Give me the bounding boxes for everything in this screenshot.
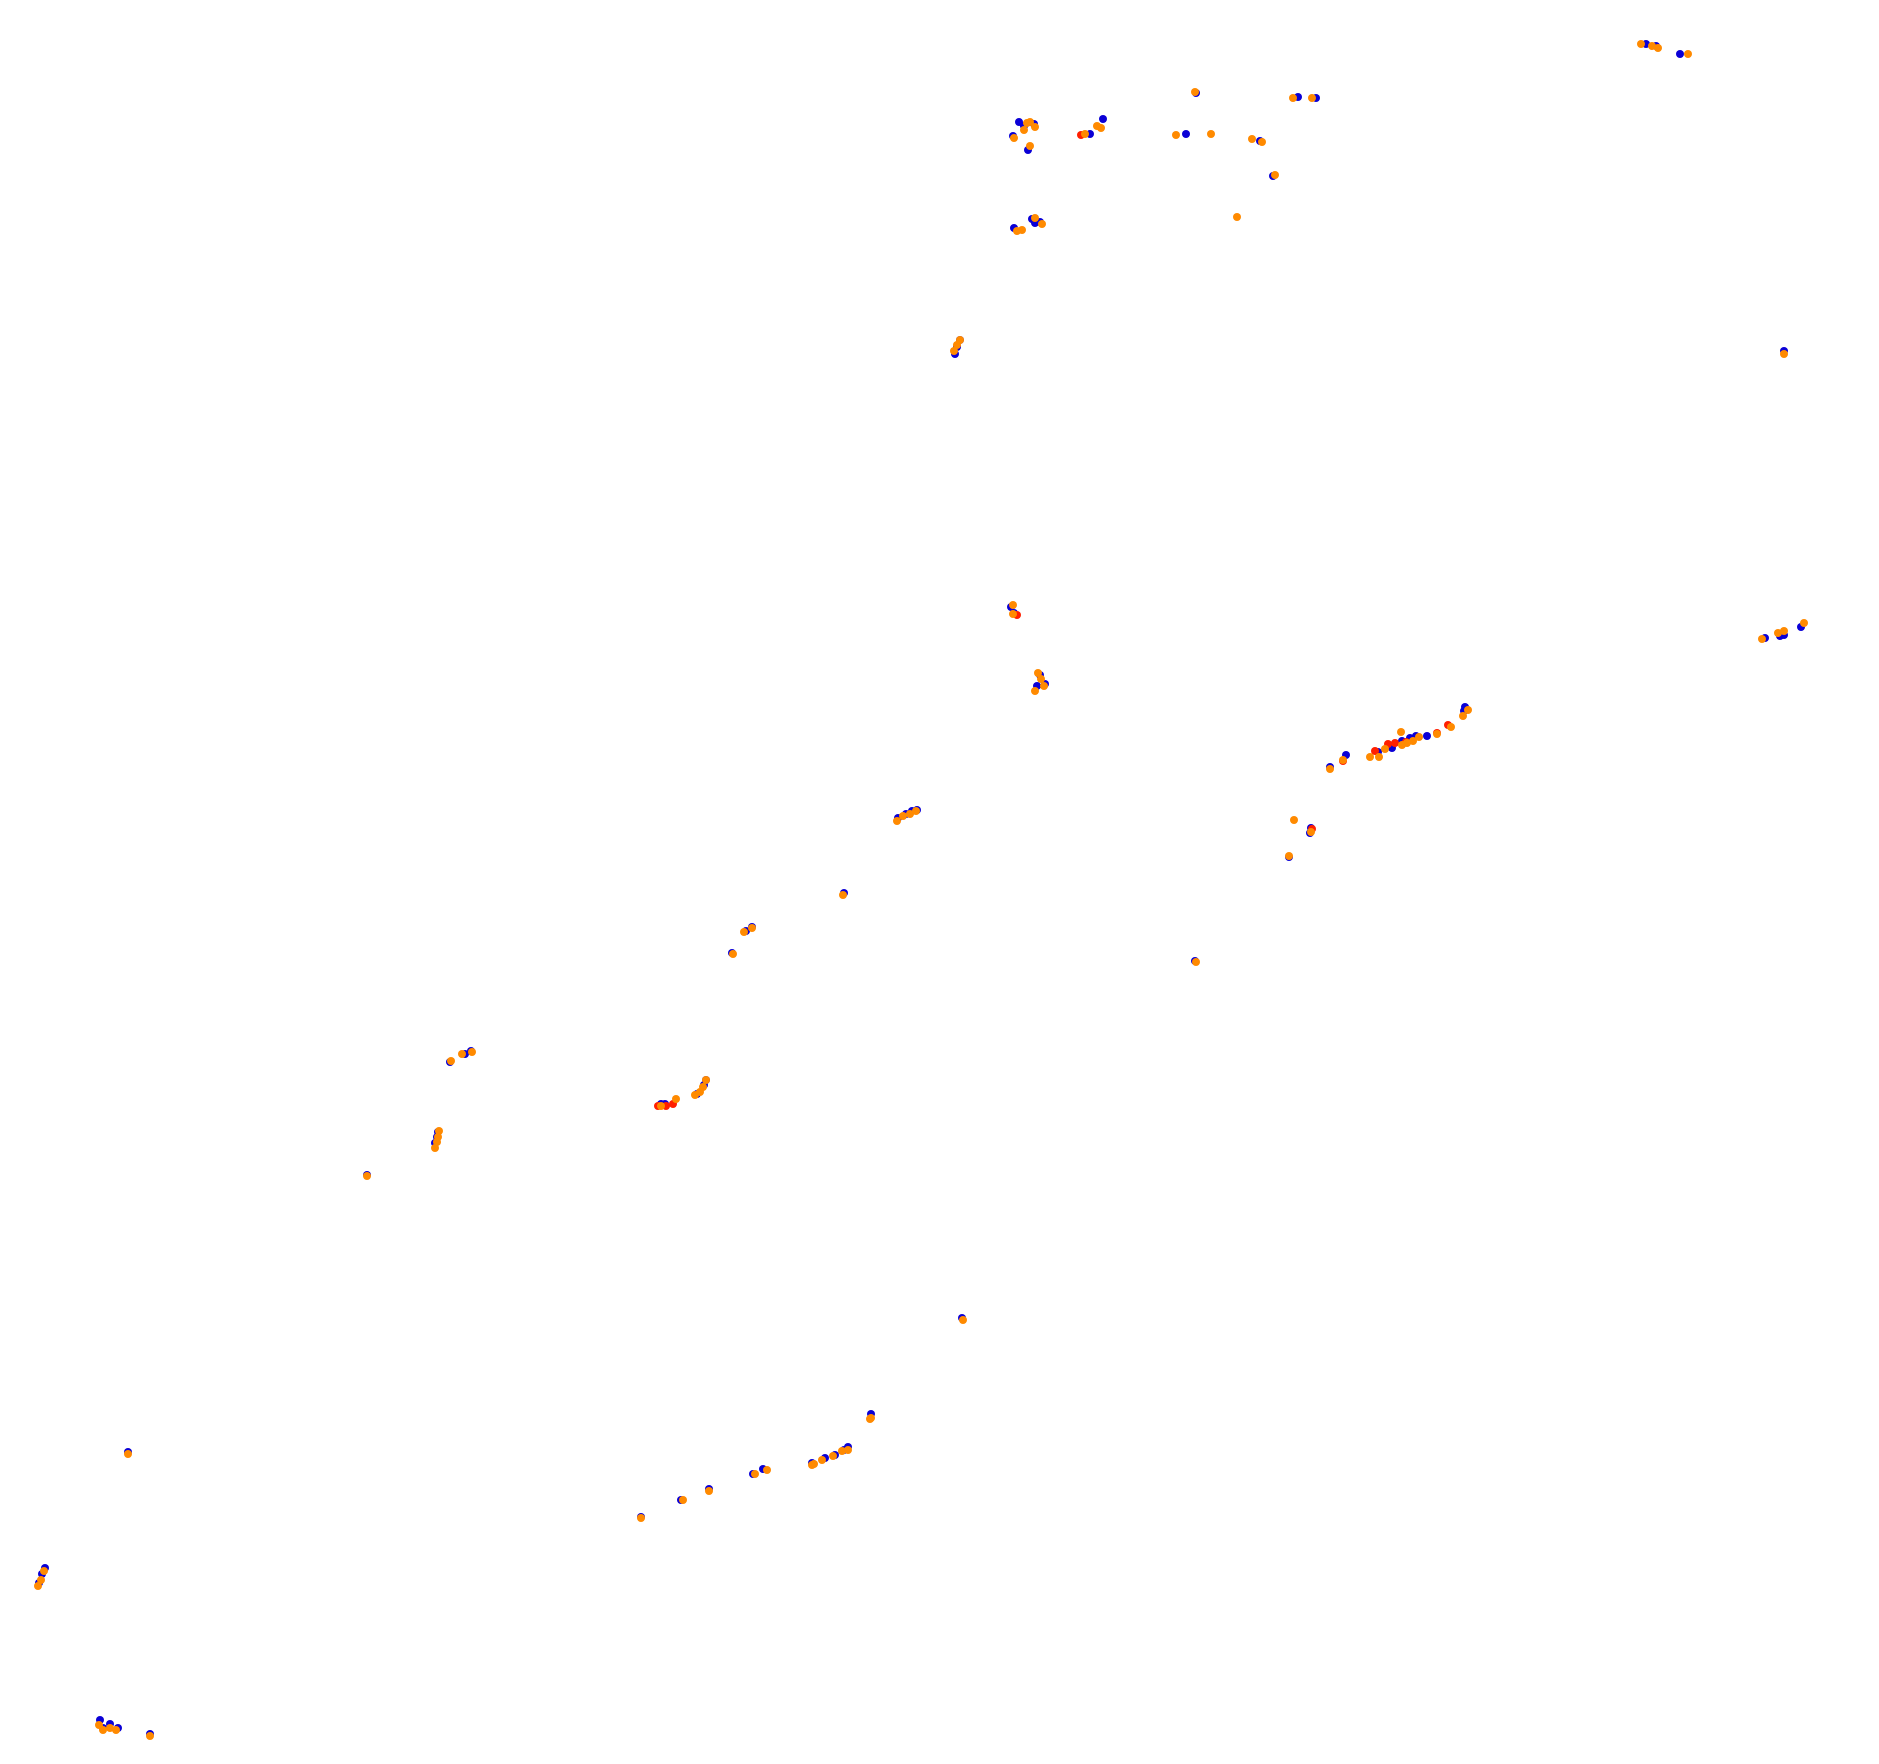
- scatter-point-orange-0: [1010, 134, 1018, 142]
- scatter-point-orange-56: [1397, 728, 1405, 736]
- scatter-point-orange-82: [866, 1415, 874, 1423]
- scatter-point-orange-1: [1020, 126, 1028, 134]
- scatter-point-orange-57: [893, 817, 901, 825]
- scatter-points: [34, 40, 1808, 1740]
- scatter-point-orange-12: [1248, 135, 1256, 143]
- scatter-point-blue-15: [1676, 50, 1684, 58]
- scatter-point-orange-96: [34, 1582, 42, 1590]
- scatter-point-orange-92: [679, 1496, 687, 1504]
- scatter-point-orange-79: [702, 1076, 710, 1084]
- scatter-point-orange-6: [1081, 130, 1089, 138]
- scatter-point-orange-91: [705, 1487, 713, 1495]
- scatter-point-blue-7: [1182, 130, 1190, 138]
- scatter-point-orange-35: [1040, 682, 1048, 690]
- scatter-point-orange-18: [1637, 40, 1645, 48]
- scatter-point-orange-33: [1037, 675, 1045, 683]
- scatter-point-orange-54: [1307, 828, 1315, 836]
- scatter-point-orange-97: [124, 1450, 132, 1458]
- scatter-point-orange-29: [956, 336, 964, 344]
- scatter-point-orange-27: [950, 347, 958, 355]
- scatter-point-orange-13: [1258, 138, 1266, 146]
- scatter-point-orange-3: [1026, 118, 1034, 126]
- scatter-point-orange-32: [1034, 669, 1042, 677]
- scatter-point-orange-26: [1038, 220, 1046, 228]
- scatter-point-orange-43: [1375, 753, 1383, 761]
- scatter-point-orange-72: [435, 1127, 443, 1135]
- scatter-point-orange-22: [1780, 350, 1788, 358]
- scatter-point-orange-51: [1464, 706, 1472, 714]
- scatter-point-orange-5: [1026, 142, 1034, 150]
- scatter-point-orange-42: [1366, 753, 1374, 761]
- scatter-point-orange-86: [818, 1456, 826, 1464]
- scatter-point-orange-47: [1409, 737, 1417, 745]
- scatter-point-orange-10: [1172, 131, 1180, 139]
- scatter-point-orange-71: [434, 1133, 442, 1141]
- scatter-point-orange-68: [468, 1048, 476, 1056]
- scatter-point-orange-49: [1433, 730, 1441, 738]
- scatter-point-orange-21: [1684, 50, 1692, 58]
- scatter-point-orange-41: [1339, 756, 1347, 764]
- scatter-point-orange-64: [729, 950, 737, 958]
- scatter-point-orange-83: [844, 1446, 852, 1454]
- scatter-point-orange-39: [1800, 619, 1808, 627]
- scatter-point-orange-53: [1290, 816, 1298, 824]
- scatter-point-orange-80: [959, 1316, 967, 1324]
- scatter-point-orange-75: [672, 1095, 680, 1103]
- scatter-point-orange-99: [99, 1726, 107, 1734]
- scatter-point-red-5: [1391, 739, 1399, 747]
- scatter-point-orange-34: [1031, 687, 1039, 695]
- scatter-point-orange-66: [447, 1057, 455, 1065]
- scatter-point-orange-65: [1192, 958, 1200, 966]
- scatter-point-blue-6: [1099, 115, 1107, 123]
- scatter-point-orange-55: [1285, 852, 1293, 860]
- scatter-point-orange-48: [1415, 733, 1423, 741]
- scatter-point-orange-8: [1097, 124, 1105, 132]
- scatter-point-blue-40: [1423, 732, 1431, 740]
- scatter-point-orange-73: [363, 1172, 371, 1180]
- scatter-point-orange-95: [37, 1576, 45, 1584]
- scatter-point-orange-11: [1207, 130, 1215, 138]
- scatter-point-red-3: [1371, 747, 1379, 755]
- scatter-point-orange-16: [1308, 94, 1316, 102]
- scatter-point-orange-88: [808, 1461, 816, 1469]
- scatter-point-orange-17: [1233, 213, 1241, 221]
- scatter-point-orange-93: [637, 1514, 645, 1522]
- scatter-point-orange-14: [1271, 171, 1279, 179]
- scatter-point-orange-59: [906, 810, 914, 818]
- scatter-point-orange-78: [699, 1083, 707, 1091]
- scatter-point-orange-74: [657, 1102, 665, 1110]
- scatter-point-orange-101: [112, 1726, 120, 1734]
- scatter-point-orange-84: [838, 1447, 846, 1455]
- scatter-point-orange-50: [1447, 723, 1455, 731]
- scatter-point-orange-85: [829, 1452, 837, 1460]
- scatter-point-orange-52: [1459, 712, 1467, 720]
- scatter-point-orange-24: [1018, 226, 1026, 234]
- scatter-point-orange-4: [1031, 123, 1039, 131]
- scatter-point-orange-89: [763, 1466, 771, 1474]
- scatter-point-orange-60: [912, 807, 920, 815]
- scatter-point-orange-62: [740, 928, 748, 936]
- scatter-point-orange-94: [40, 1567, 48, 1575]
- scatter-point-orange-38: [1780, 627, 1788, 635]
- scatter-point-orange-25: [1031, 214, 1039, 222]
- scatter-point-orange-63: [748, 924, 756, 932]
- scatter-point-orange-40: [1326, 765, 1334, 773]
- scatter-point-orange-61: [839, 891, 847, 899]
- scatter-point-orange-36: [1758, 635, 1766, 643]
- scatter-point-orange-15: [1289, 94, 1297, 102]
- scatter-point-orange-67: [458, 1050, 466, 1058]
- scatter-point-orange-9: [1191, 88, 1199, 96]
- scatter-point-orange-58: [899, 812, 907, 820]
- scatter-point-orange-44: [1381, 745, 1389, 753]
- scatter-point-orange-31: [1009, 610, 1017, 618]
- scatter-point-orange-90: [751, 1470, 759, 1478]
- scatter-point-orange-102: [146, 1732, 154, 1740]
- scatter-point-orange-30: [1009, 601, 1017, 609]
- scatter-point-orange-20: [1654, 44, 1662, 52]
